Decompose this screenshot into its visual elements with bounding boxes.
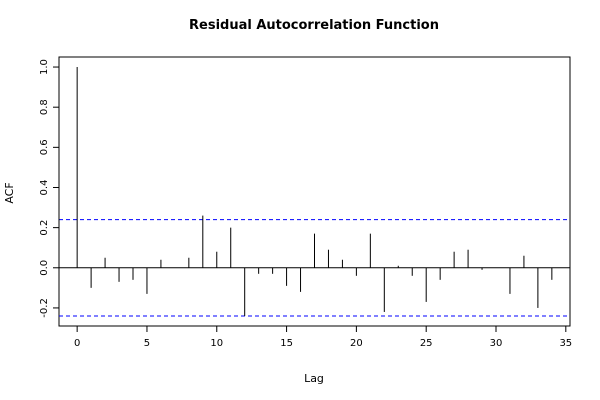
x-tick-label-30: 30: [490, 338, 503, 349]
y-axis: -0.2 0.0 0.2 0.4 0.6 0.8 1.0: [39, 59, 60, 318]
y-axis-label: ACF: [3, 182, 16, 203]
plot-frame: [58, 56, 571, 327]
x-tick-label-20: 20: [350, 338, 363, 349]
x-tick-label-0: 0: [74, 338, 80, 349]
x-tick-label-25: 25: [420, 338, 433, 349]
chart-title: Residual Autocorrelation Function: [189, 18, 439, 33]
confidence-bounds: [59, 219, 570, 317]
y-tick-label-0: -0.2: [39, 298, 50, 318]
y-tick-label-4: 0.6: [39, 139, 50, 155]
x-axis-label: Lag: [304, 372, 324, 385]
y-tick-label-6: 1.0: [39, 59, 50, 75]
acf-bars: [76, 67, 553, 316]
y-tick-label-1: 0.0: [39, 260, 50, 276]
plot-box: [58, 56, 571, 327]
y-tick-label-3: 0.4: [39, 180, 50, 196]
x-tick-label-10: 10: [210, 338, 223, 349]
x-axis: 0 5 10 15 20 25 30 35: [74, 325, 572, 349]
y-tick-label-5: 0.8: [39, 99, 50, 115]
x-tick-label-15: 15: [280, 338, 293, 349]
x-tick-label-35: 35: [559, 338, 572, 349]
x-tick-label-5: 5: [144, 338, 150, 349]
y-tick-label-2: 0.2: [39, 220, 50, 236]
